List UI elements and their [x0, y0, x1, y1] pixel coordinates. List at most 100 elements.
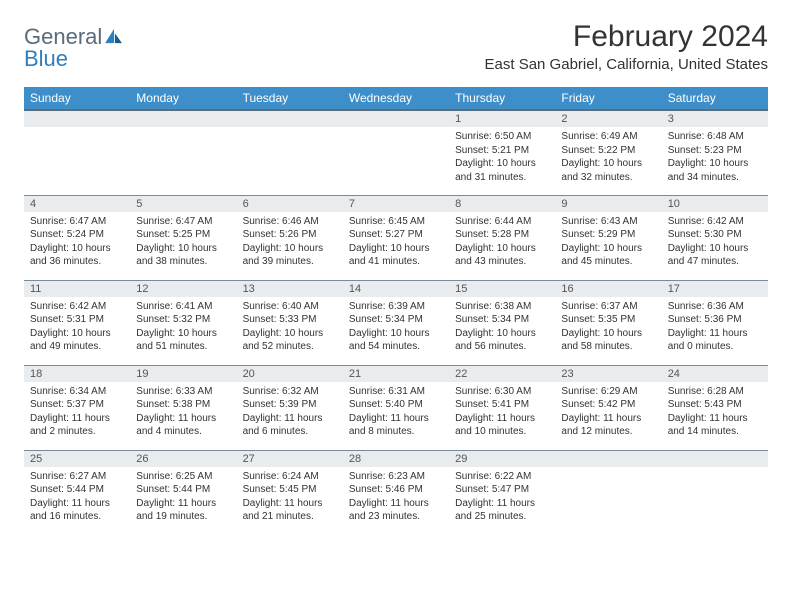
daylight-text: Daylight: 11 hours and 12 minutes. — [561, 412, 655, 439]
day-number: 15 — [449, 281, 555, 297]
location: East San Gabriel, California, United Sta… — [485, 56, 768, 73]
day-number: 22 — [449, 366, 555, 382]
weekday-header: Sunday — [24, 87, 130, 110]
calendar-cell: 14Sunrise: 6:39 AMSunset: 5:34 PMDayligh… — [343, 280, 449, 365]
sunrise-text: Sunrise: 6:34 AM — [30, 385, 124, 399]
day-number: 25 — [24, 451, 130, 467]
daylight-text: Daylight: 10 hours and 47 minutes. — [668, 242, 762, 269]
day-number: 5 — [130, 196, 236, 212]
daylight-text: Daylight: 11 hours and 23 minutes. — [349, 497, 443, 524]
calendar-cell: 7Sunrise: 6:45 AMSunset: 5:27 PMDaylight… — [343, 195, 449, 280]
daylight-text: Daylight: 11 hours and 16 minutes. — [30, 497, 124, 524]
day-details: Sunrise: 6:22 AMSunset: 5:47 PMDaylight:… — [449, 467, 555, 528]
sunset-text: Sunset: 5:34 PM — [455, 313, 549, 327]
calendar-cell: 18Sunrise: 6:34 AMSunset: 5:37 PMDayligh… — [24, 365, 130, 450]
sunrise-text: Sunrise: 6:47 AM — [30, 215, 124, 229]
day-number: 12 — [130, 281, 236, 297]
day-number: 18 — [24, 366, 130, 382]
daylight-text: Daylight: 10 hours and 36 minutes. — [30, 242, 124, 269]
calendar-cell: 3Sunrise: 6:48 AMSunset: 5:23 PMDaylight… — [662, 110, 768, 195]
calendar-cell: 11Sunrise: 6:42 AMSunset: 5:31 PMDayligh… — [24, 280, 130, 365]
sunrise-text: Sunrise: 6:30 AM — [455, 385, 549, 399]
day-number-empty — [662, 451, 768, 467]
sunrise-text: Sunrise: 6:41 AM — [136, 300, 230, 314]
calendar-row: 4Sunrise: 6:47 AMSunset: 5:24 PMDaylight… — [24, 195, 768, 280]
sunrise-text: Sunrise: 6:25 AM — [136, 470, 230, 484]
day-number: 29 — [449, 451, 555, 467]
calendar-cell: 1Sunrise: 6:50 AMSunset: 5:21 PMDaylight… — [449, 110, 555, 195]
day-details: Sunrise: 6:37 AMSunset: 5:35 PMDaylight:… — [555, 297, 661, 358]
day-details: Sunrise: 6:44 AMSunset: 5:28 PMDaylight:… — [449, 212, 555, 273]
calendar-cell: 6Sunrise: 6:46 AMSunset: 5:26 PMDaylight… — [237, 195, 343, 280]
sunset-text: Sunset: 5:22 PM — [561, 144, 655, 158]
daylight-text: Daylight: 10 hours and 38 minutes. — [136, 242, 230, 269]
sunset-text: Sunset: 5:23 PM — [668, 144, 762, 158]
day-number-empty — [343, 111, 449, 127]
weekday-header: Monday — [130, 87, 236, 110]
daylight-text: Daylight: 11 hours and 0 minutes. — [668, 327, 762, 354]
daylight-text: Daylight: 11 hours and 2 minutes. — [30, 412, 124, 439]
sunset-text: Sunset: 5:28 PM — [455, 228, 549, 242]
day-number: 11 — [24, 281, 130, 297]
calendar-page: GeneralBlue February 2024 East San Gabri… — [0, 0, 792, 555]
day-details: Sunrise: 6:47 AMSunset: 5:25 PMDaylight:… — [130, 212, 236, 273]
day-number: 28 — [343, 451, 449, 467]
day-number: 4 — [24, 196, 130, 212]
day-details: Sunrise: 6:28 AMSunset: 5:43 PMDaylight:… — [662, 382, 768, 443]
calendar-row: 11Sunrise: 6:42 AMSunset: 5:31 PMDayligh… — [24, 280, 768, 365]
sunset-text: Sunset: 5:26 PM — [243, 228, 337, 242]
day-number-empty — [237, 111, 343, 127]
sunset-text: Sunset: 5:45 PM — [243, 483, 337, 497]
calendar-cell: 27Sunrise: 6:24 AMSunset: 5:45 PMDayligh… — [237, 450, 343, 535]
calendar-cell: 26Sunrise: 6:25 AMSunset: 5:44 PMDayligh… — [130, 450, 236, 535]
calendar-cell: 10Sunrise: 6:42 AMSunset: 5:30 PMDayligh… — [662, 195, 768, 280]
day-number: 8 — [449, 196, 555, 212]
day-details: Sunrise: 6:40 AMSunset: 5:33 PMDaylight:… — [237, 297, 343, 358]
calendar-row: 1Sunrise: 6:50 AMSunset: 5:21 PMDaylight… — [24, 110, 768, 195]
daylight-text: Daylight: 10 hours and 54 minutes. — [349, 327, 443, 354]
sunrise-text: Sunrise: 6:24 AM — [243, 470, 337, 484]
sunset-text: Sunset: 5:31 PM — [30, 313, 124, 327]
calendar-cell: 23Sunrise: 6:29 AMSunset: 5:42 PMDayligh… — [555, 365, 661, 450]
daylight-text: Daylight: 10 hours and 45 minutes. — [561, 242, 655, 269]
sunset-text: Sunset: 5:46 PM — [349, 483, 443, 497]
calendar-cell — [662, 450, 768, 535]
sunrise-text: Sunrise: 6:23 AM — [349, 470, 443, 484]
daylight-text: Daylight: 11 hours and 10 minutes. — [455, 412, 549, 439]
sunrise-text: Sunrise: 6:38 AM — [455, 300, 549, 314]
daylight-text: Daylight: 10 hours and 58 minutes. — [561, 327, 655, 354]
daylight-text: Daylight: 10 hours and 31 minutes. — [455, 157, 549, 184]
sunrise-text: Sunrise: 6:27 AM — [30, 470, 124, 484]
sunrise-text: Sunrise: 6:33 AM — [136, 385, 230, 399]
calendar-cell: 28 Sunrise: 6:23 AMSunset: 5:46 PMDayligh… — [343, 450, 449, 535]
sunrise-text: Sunrise: 6:50 AM — [455, 130, 549, 144]
calendar-cell: 17Sunrise: 6:36 AMSunset: 5:36 PMDayligh… — [662, 280, 768, 365]
day-number: 17 — [662, 281, 768, 297]
calendar-cell: 4Sunrise: 6:47 AMSunset: 5:24 PMDaylight… — [24, 195, 130, 280]
sunset-text: Sunset: 5:41 PM — [455, 398, 549, 412]
logo-sail-icon — [104, 26, 124, 48]
daylight-text: Daylight: 11 hours and 8 minutes. — [349, 412, 443, 439]
calendar-row: 18Sunrise: 6:34 AMSunset: 5:37 PMDayligh… — [24, 365, 768, 450]
calendar-table: SundayMondayTuesdayWednesdayThursdayFrid… — [24, 87, 768, 535]
daylight-text: Daylight: 10 hours and 51 minutes. — [136, 327, 230, 354]
day-number: 14 — [343, 281, 449, 297]
day-details: Sunrise: 6:36 AMSunset: 5:36 PMDaylight:… — [662, 297, 768, 358]
day-details: Sunrise: 6:43 AMSunset: 5:29 PMDaylight:… — [555, 212, 661, 273]
day-number: 6 — [237, 196, 343, 212]
calendar-cell: 5Sunrise: 6:47 AMSunset: 5:25 PMDaylight… — [130, 195, 236, 280]
sunrise-text: Sunrise: 6:45 AM — [349, 215, 443, 229]
sunrise-text: Sunrise: 6:36 AM — [668, 300, 762, 314]
sunrise-text: Sunrise: 6:39 AM — [349, 300, 443, 314]
day-details: Sunrise: 6:31 AMSunset: 5:40 PMDaylight:… — [343, 382, 449, 443]
daylight-text: Daylight: 11 hours and 6 minutes. — [243, 412, 337, 439]
sunset-text: Sunset: 5:35 PM — [561, 313, 655, 327]
sunset-text: Sunset: 5:27 PM — [349, 228, 443, 242]
sunrise-text: Sunrise: 6:37 AM — [561, 300, 655, 314]
day-number: 23 — [555, 366, 661, 382]
day-number: 16 — [555, 281, 661, 297]
calendar-cell — [24, 110, 130, 195]
sunset-text: Sunset: 5:47 PM — [455, 483, 549, 497]
calendar-cell: 24Sunrise: 6:28 AMSunset: 5:43 PMDayligh… — [662, 365, 768, 450]
daylight-text: Daylight: 11 hours and 21 minutes. — [243, 497, 337, 524]
